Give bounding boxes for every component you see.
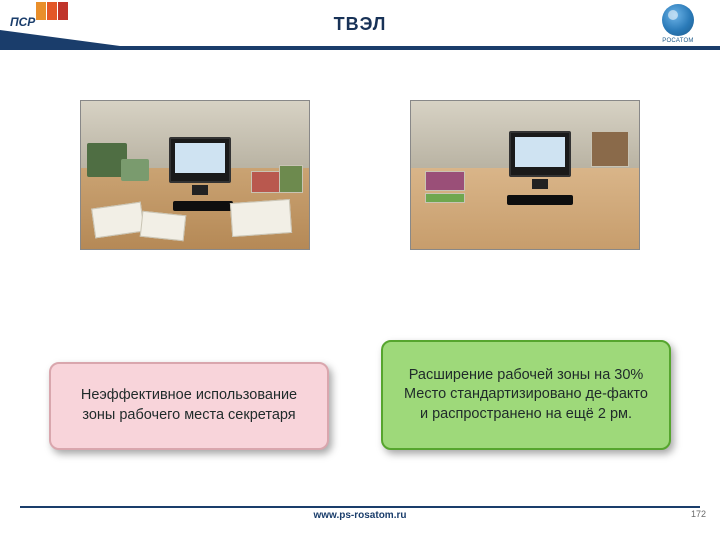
before-photo (80, 100, 310, 250)
caption-row: Неэффективное использование зоны рабочег… (0, 340, 720, 450)
slide-header: ПСР ТВЭЛ РОСАТОМ (0, 0, 720, 52)
footer-page-number: 172 (691, 509, 706, 519)
rosatom-logo-icon (662, 4, 694, 36)
slide-footer: www.ps-rosatom.ru 172 (0, 506, 720, 526)
rosatom-logo-label: РОСАТОМ (654, 38, 702, 44)
rosatom-logo: РОСАТОМ (654, 4, 702, 44)
before-caption: Неэффективное использование зоны рабочег… (49, 362, 329, 450)
footer-url: www.ps-rosatom.ru (0, 510, 720, 521)
before-caption-text: Неэффективное использование зоны рабочег… (67, 386, 311, 425)
header-wedge (0, 30, 120, 46)
after-caption-text: Расширение рабочей зоны на 30% Место ста… (399, 366, 653, 425)
after-caption: Расширение рабочей зоны на 30% Место ста… (381, 340, 671, 450)
footer-divider (20, 506, 700, 508)
after-photo (410, 100, 640, 250)
header-divider (0, 46, 720, 50)
after-column (400, 100, 650, 250)
comparison-row (0, 100, 720, 250)
before-column (70, 100, 320, 250)
